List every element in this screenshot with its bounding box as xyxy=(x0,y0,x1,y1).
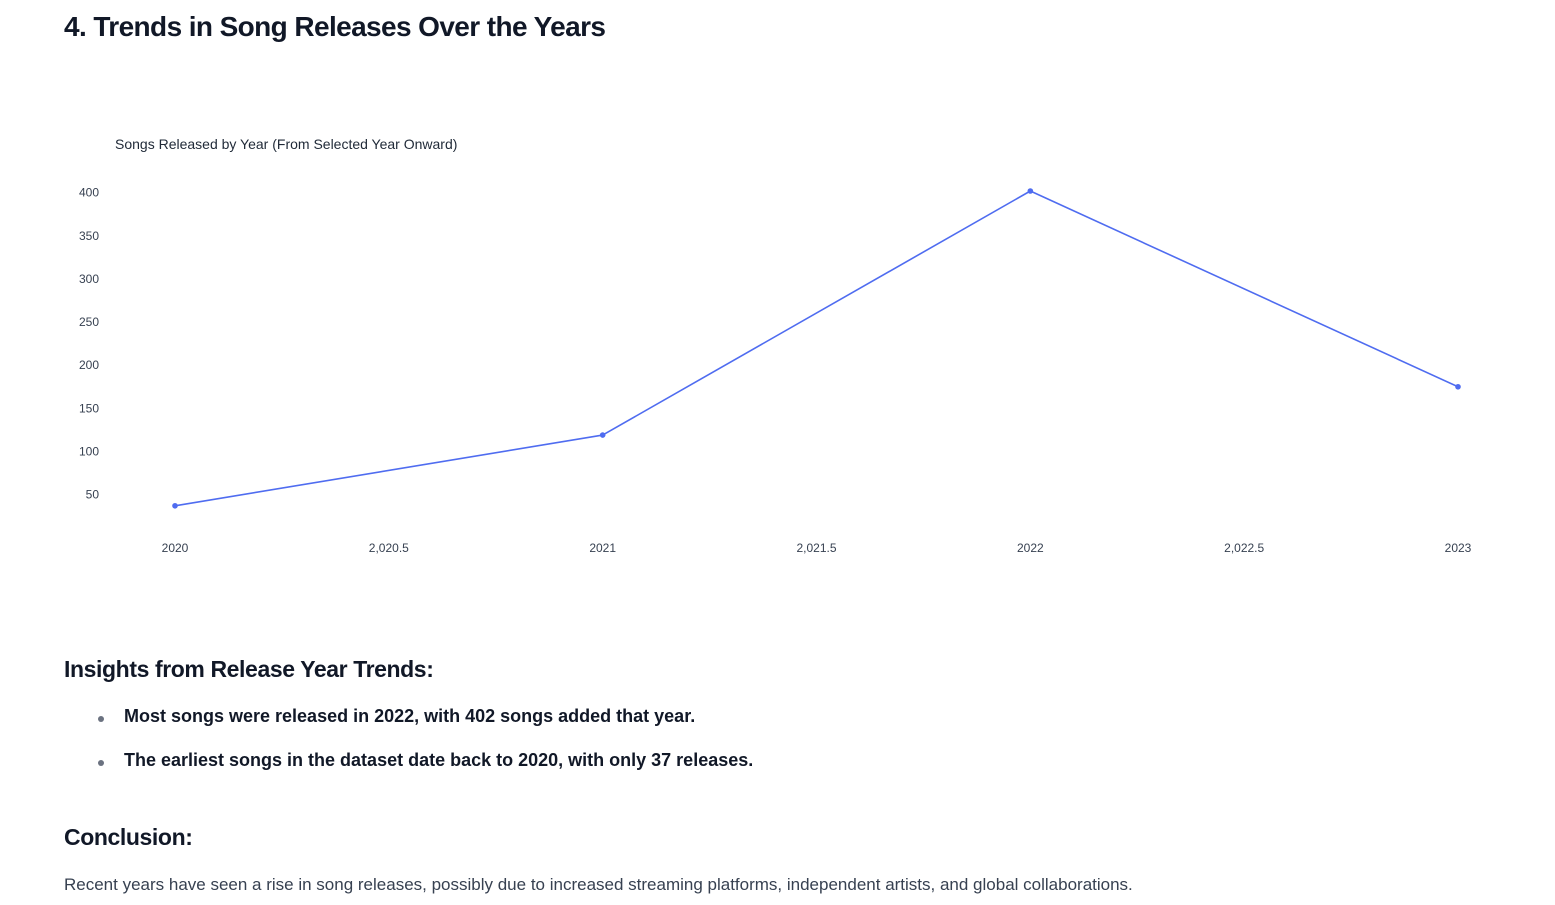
x-tick-label: 2,022.5 xyxy=(1224,541,1264,555)
data-point xyxy=(1027,188,1034,194)
x-tick-label: 2023 xyxy=(1445,541,1472,555)
data-point xyxy=(599,432,606,438)
conclusion-heading: Conclusion: xyxy=(64,824,193,850)
insight-text: Most songs were released in 2022, with 4… xyxy=(124,706,696,726)
y-tick-label: 400 xyxy=(79,186,99,200)
y-tick-label: 350 xyxy=(79,229,99,243)
x-tick-label: 2020 xyxy=(162,541,189,555)
insight-text: The earliest songs in the dataset date b… xyxy=(124,750,754,770)
insights-list: Most songs were released in 2022, with 4… xyxy=(64,706,753,794)
list-item: Most songs were released in 2022, with 4… xyxy=(64,706,753,750)
chart-svg: 50 100 150 200 250 300 350 400 2020 2,020.5 2021 2,… xyxy=(79,186,1472,555)
bullet-icon xyxy=(98,716,104,722)
x-tick-label: 2,020.5 xyxy=(369,541,409,555)
y-tick-label: 150 xyxy=(79,401,99,415)
bullet-icon xyxy=(98,760,104,766)
chart-title: Songs Released by Year (From Selected Ye… xyxy=(115,136,458,152)
list-item: The earliest songs in the dataset date b… xyxy=(64,750,753,794)
y-tick-label: 200 xyxy=(79,358,99,372)
series-line xyxy=(174,190,1459,507)
data-point xyxy=(172,502,178,509)
x-tick-label: 2022 xyxy=(1017,541,1044,555)
conclusion-text: Recent years have seen a rise in song re… xyxy=(64,875,1133,894)
x-tick-label: 2021 xyxy=(589,541,616,555)
y-tick-label: 300 xyxy=(79,272,99,286)
insights-heading: Insights from Release Year Trends: xyxy=(64,656,434,682)
y-tick-label: 50 xyxy=(86,488,100,502)
y-tick-label: 250 xyxy=(79,315,99,329)
data-point xyxy=(1455,383,1461,390)
page-title: 4. Trends in Song Releases Over the Year… xyxy=(64,11,606,42)
x-tick-label: 2,021.5 xyxy=(796,541,836,555)
release-trend-chart: Songs Released by Year (From Selected Ye… xyxy=(64,120,1524,570)
y-tick-label: 100 xyxy=(79,444,99,458)
